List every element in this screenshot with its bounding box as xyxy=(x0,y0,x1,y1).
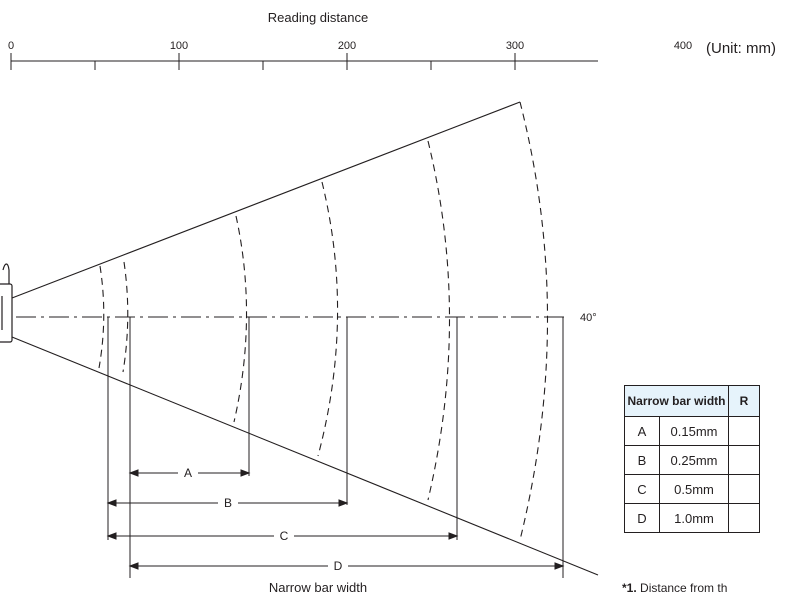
range-arc-a-end xyxy=(233,215,248,423)
range-arc-a-start xyxy=(122,261,129,373)
row-letter: A xyxy=(624,416,660,446)
table-header-row: Narrow bar width R xyxy=(624,385,760,417)
row-width: 0.15mm xyxy=(659,416,729,446)
range-dimension-b xyxy=(106,499,349,507)
range-label-d: D xyxy=(334,559,343,573)
row-width: 0.5mm xyxy=(659,474,729,504)
range-arc-c-end xyxy=(427,140,451,501)
footnote-mark: *1. xyxy=(622,581,637,595)
range-dimension-d xyxy=(128,562,565,570)
range-arc-b-start xyxy=(98,265,105,369)
range-arc-b-end xyxy=(317,181,339,457)
range-label-a: A xyxy=(184,466,192,480)
range-dimension-c xyxy=(106,532,459,540)
range-extension-lines xyxy=(107,317,564,578)
row-letter: C xyxy=(624,474,660,504)
footnote-text: Distance from th xyxy=(636,581,728,595)
tick-label-100: 100 xyxy=(170,40,188,52)
row-letter: B xyxy=(624,445,660,475)
header-narrow-bar-width: Narrow bar width xyxy=(624,385,729,417)
range-dimension-a xyxy=(128,469,251,477)
header-reading-range: R xyxy=(728,385,760,417)
angle-label: 40° xyxy=(580,312,597,324)
bottom-label: Narrow bar width xyxy=(269,580,367,595)
tick-label-400: 400 xyxy=(674,40,692,52)
tick-label-200: 200 xyxy=(338,40,356,52)
row-range xyxy=(728,474,760,504)
footnote: *1. Distance from th xyxy=(622,581,727,595)
table-row: C 0.5mm xyxy=(624,474,760,504)
table-row: A 0.15mm xyxy=(624,416,760,446)
range-label-c: C xyxy=(280,529,289,543)
row-letter: D xyxy=(624,503,660,533)
range-label-b: B xyxy=(224,496,232,510)
unit-label: (Unit: mm) xyxy=(706,40,776,57)
field-of-view-lines xyxy=(11,101,599,576)
narrow-bar-width-table: Narrow bar width R A 0.15mm B 0.25mm C 0… xyxy=(624,385,760,533)
table-row: B 0.25mm xyxy=(624,445,760,475)
range-arc-d-end xyxy=(519,101,549,541)
table-row: D 1.0mm xyxy=(624,503,760,533)
tick-label-300: 300 xyxy=(506,40,524,52)
row-width: 0.25mm xyxy=(659,445,729,475)
scanner-device xyxy=(0,263,13,343)
axis-minor-ticks xyxy=(94,61,432,70)
tick-label-0: 0 xyxy=(8,40,14,52)
reading-range-arcs xyxy=(98,101,549,541)
row-range xyxy=(728,416,760,446)
axis-title: Reading distance xyxy=(268,10,368,25)
row-range xyxy=(728,445,760,475)
row-range xyxy=(728,503,760,533)
row-width: 1.0mm xyxy=(659,503,729,533)
axis-major-ticks xyxy=(10,53,516,70)
